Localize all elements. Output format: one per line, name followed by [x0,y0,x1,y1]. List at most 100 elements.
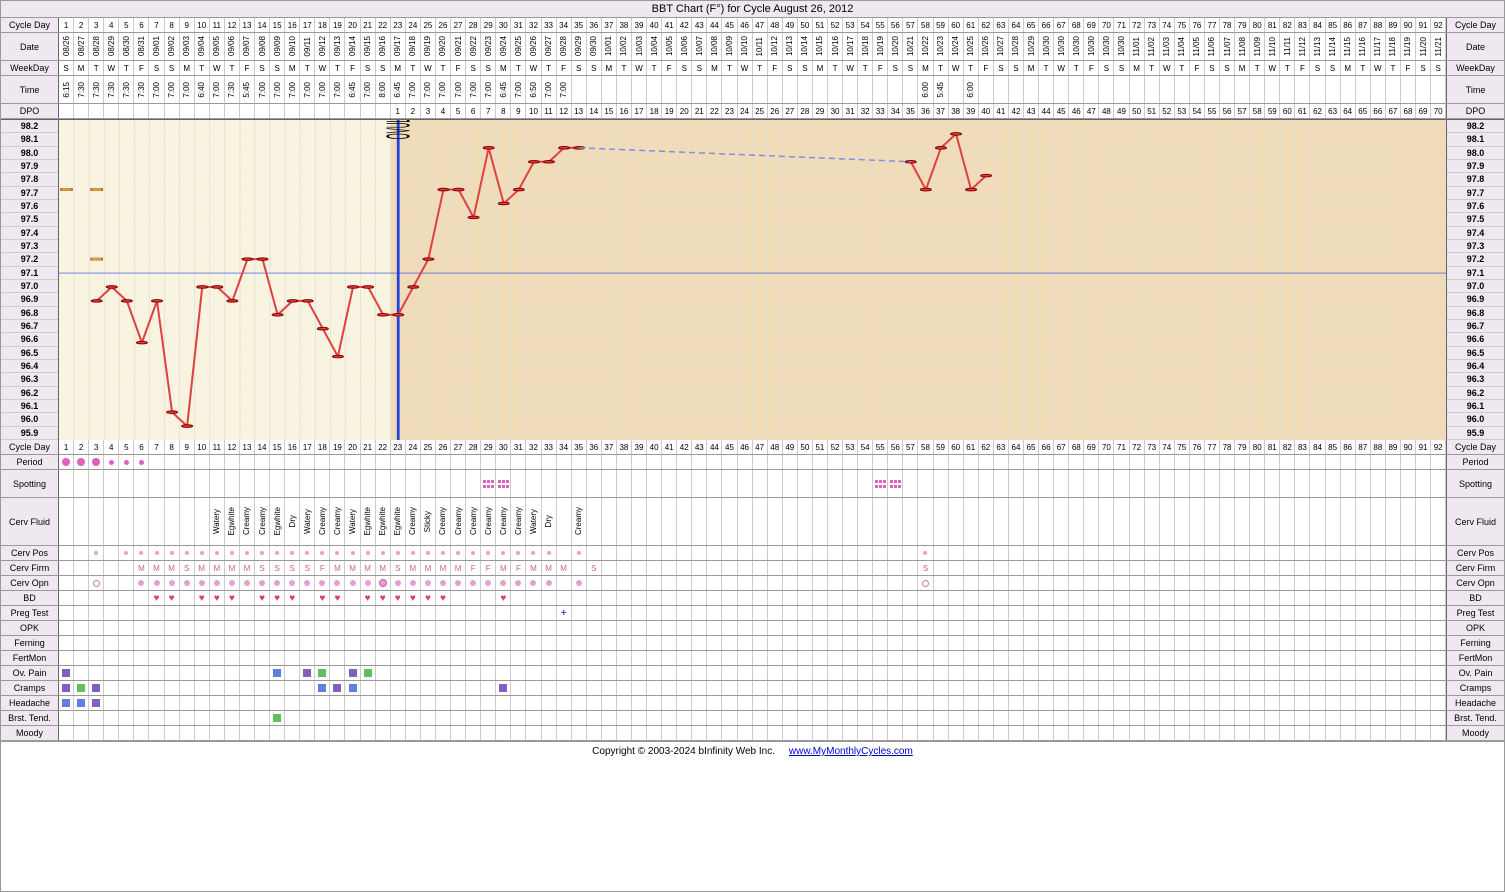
fertMon-cell [707,651,722,665]
cervFirm-cell [798,561,813,575]
opk-cell [149,621,164,635]
pregTest-cell [858,606,873,620]
cervPos-cell [1235,546,1250,560]
cervPos-cell [330,546,345,560]
ferning-cell [315,636,330,650]
pregTest-cell [180,606,195,620]
opk-cell [542,621,557,635]
fertMon-cell [511,651,526,665]
brstTend-cell [1175,711,1190,725]
cervFluid-cell [918,498,933,545]
moody-cell [1114,726,1129,740]
fertMon-cell [481,651,496,665]
spotting-cell [1295,470,1310,497]
cervOpn-cell [707,576,722,590]
headache-cell [753,696,768,710]
cycle-day-label: Cycle Day [1,18,59,32]
cramps-cell [1099,681,1114,695]
bd-cell: ♥ [361,591,376,605]
cervOpn-cell [1371,576,1386,590]
y-axis-left: 98.298.198.097.997.897.797.697.597.497.3… [1,120,59,440]
ferning-cell [873,636,888,650]
cervFluid-cell [1145,498,1160,545]
cervPos-cell [602,546,617,560]
cervFluid-cell: Creamy [511,498,526,545]
fertMon-cell [677,651,692,665]
cervFirm-cell: S [587,561,602,575]
headache-cell [1386,696,1401,710]
cervFirm-cell [707,561,722,575]
headache-cell [632,696,647,710]
period-cell [1250,455,1265,469]
ovPain-cell [707,666,722,680]
pregTest-cell [285,606,300,620]
period-cell [1009,455,1024,469]
cervFluid-cell: Dry [542,498,557,545]
cervOpn-cell [1280,576,1295,590]
brstTend-cell [1401,711,1416,725]
pregTest-cell [1024,606,1039,620]
period-cell [557,455,572,469]
opk-cell [436,621,451,635]
cervFirm-cell: M [376,561,391,575]
cycle-day-label-2r: Cycle Day [1446,440,1504,454]
period-cell [1130,455,1145,469]
cervFirm-cell [1265,561,1280,575]
ferning-cell [768,636,783,650]
spotting-cell [255,470,270,497]
headache-cell [1401,696,1416,710]
cramps-cell [511,681,526,695]
cervOpn-cell [994,576,1009,590]
period-cell [692,455,707,469]
headache-cell [873,696,888,710]
cervFirm-cell [888,561,903,575]
headache-cell [1431,696,1446,710]
moody-cell [406,726,421,740]
moody-cell [753,726,768,740]
ovPain-cell [632,666,647,680]
opk-cell [1160,621,1175,635]
cervFluid-cell: Egwhite [376,498,391,545]
pregTest-cell [813,606,828,620]
brstTend-row: Brst. Tend.Brst. Tend. [1,711,1504,726]
pregTest-cell [1416,606,1431,620]
site-link[interactable]: www.MyMonthlyCycles.com [789,746,913,757]
period-cell [979,455,994,469]
headache-cell [798,696,813,710]
cervFluid-cell [798,498,813,545]
moody-cell [74,726,89,740]
cramps-cell [1084,681,1099,695]
fertMon-cell [285,651,300,665]
cervOpn-cell [1431,576,1446,590]
cervPos-cell [873,546,888,560]
spotting-cell [330,470,345,497]
cervFirm-cell [677,561,692,575]
cervOpn-cell [391,576,406,590]
cervOpn-cell [1220,576,1235,590]
bd-cell: ♥ [149,591,164,605]
period-cell [783,455,798,469]
headache-cell [1130,696,1145,710]
spotting-cell [934,470,949,497]
brstTend-cell [858,711,873,725]
ovPain-cell [738,666,753,680]
spotting-cell [677,470,692,497]
cervFluid-cell [1220,498,1235,545]
period-cell [1310,455,1325,469]
cervOpn-cell [662,576,677,590]
headache-cell [180,696,195,710]
fertMon-cell [1024,651,1039,665]
cervPos-cell [149,546,164,560]
cervFluid-cell [1341,498,1356,545]
cervFluid-cell [1039,498,1054,545]
opk-cell [195,621,210,635]
opk-cell [1341,621,1356,635]
cycle-day-label-2: Cycle Day [1,440,59,454]
cervOpn-cell [1114,576,1129,590]
moody-cell [692,726,707,740]
spotting-cell [1130,470,1145,497]
headache-cell [1145,696,1160,710]
fertMon-cell [587,651,602,665]
headache-cell [1205,696,1220,710]
cervPos-cell [1190,546,1205,560]
